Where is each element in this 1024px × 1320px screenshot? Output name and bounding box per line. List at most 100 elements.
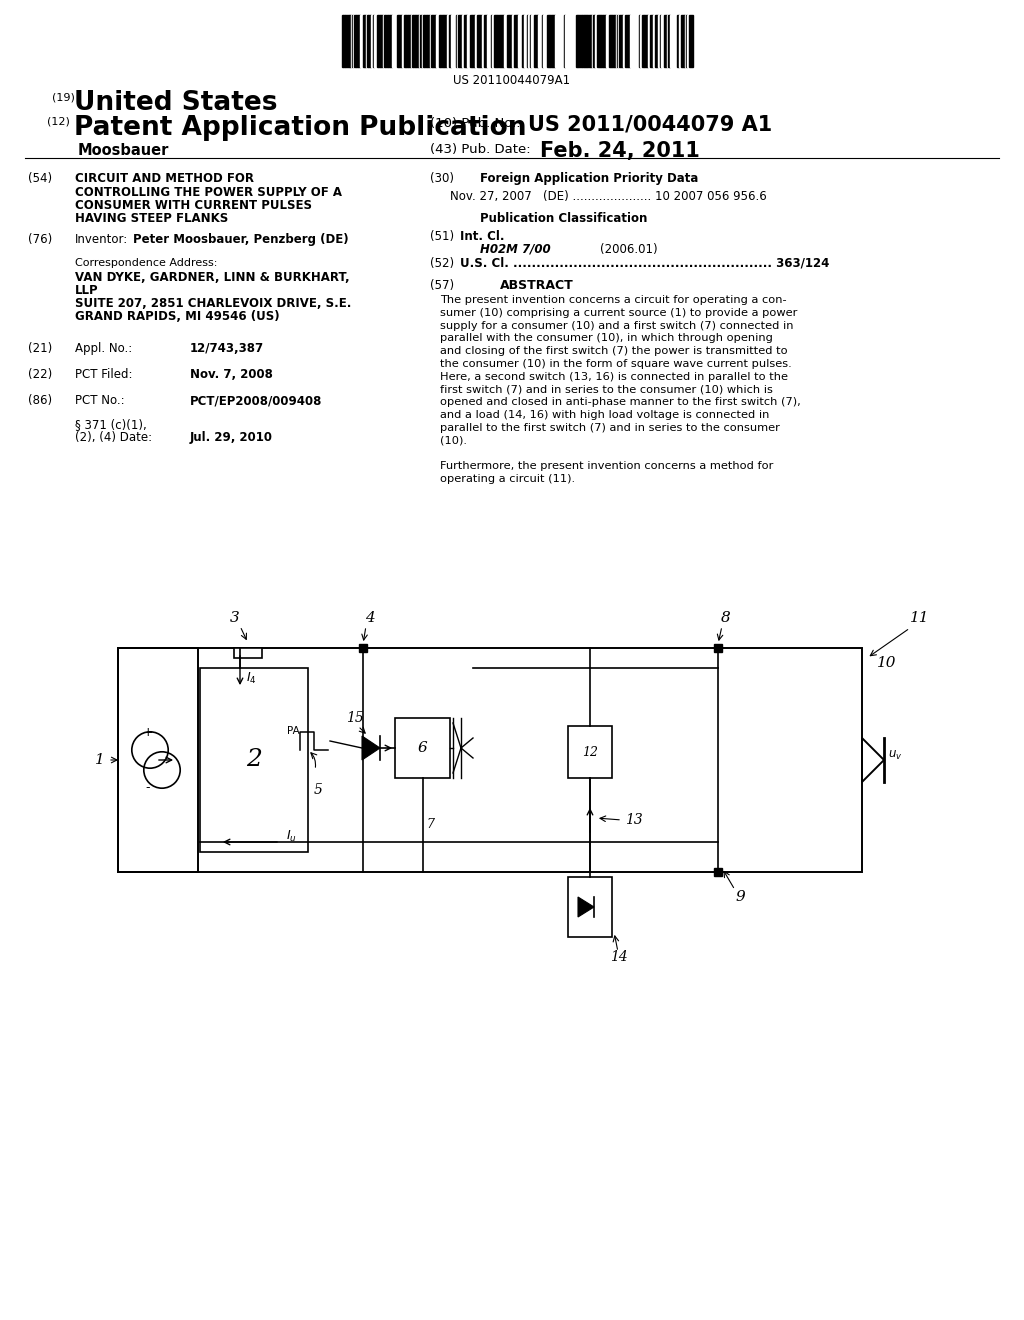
Bar — [371, 15, 373, 67]
Bar — [567, 15, 569, 67]
Text: -: - — [145, 781, 151, 795]
Bar — [505, 15, 507, 67]
Text: (21): (21) — [28, 342, 52, 355]
Bar — [681, 15, 684, 67]
Text: HAVING STEEP FLANKS: HAVING STEEP FLANKS — [75, 213, 228, 226]
Bar — [487, 15, 490, 67]
Bar — [637, 15, 639, 67]
Bar — [618, 15, 622, 67]
Text: 14: 14 — [610, 950, 628, 964]
Text: $I_4$: $I_4$ — [246, 671, 257, 685]
Bar — [395, 718, 450, 777]
Bar — [436, 15, 439, 67]
Text: § 371 (c)(1),: § 371 (c)(1), — [75, 418, 146, 432]
Text: Int. Cl.: Int. Cl. — [460, 230, 505, 243]
Bar — [531, 15, 534, 67]
Bar — [642, 15, 644, 67]
Bar — [582, 15, 584, 67]
Text: first switch (7) and in series to the consumer (10) which is: first switch (7) and in series to the co… — [440, 384, 773, 395]
Bar — [360, 15, 362, 67]
Text: Jul. 29, 2010: Jul. 29, 2010 — [190, 432, 273, 444]
Bar — [677, 15, 679, 67]
Bar — [656, 15, 658, 67]
Bar — [477, 15, 479, 67]
Text: 11: 11 — [910, 611, 930, 624]
Text: 4: 4 — [366, 611, 375, 624]
Bar — [200, 668, 308, 851]
Text: 12/743,387: 12/743,387 — [190, 342, 264, 355]
Bar — [664, 15, 667, 67]
Bar — [451, 15, 455, 67]
Bar — [635, 15, 637, 67]
Bar — [358, 15, 360, 67]
Bar — [390, 15, 392, 67]
Bar — [354, 15, 356, 67]
Text: $u_v$: $u_v$ — [888, 748, 902, 762]
Text: (86): (86) — [28, 393, 52, 407]
Bar — [553, 15, 555, 67]
Bar — [392, 15, 395, 67]
Text: CIRCUIT AND METHOD FOR: CIRCUIT AND METHOD FOR — [75, 172, 254, 185]
Bar — [497, 15, 500, 67]
Text: Correspondence Address:: Correspondence Address: — [75, 257, 217, 268]
Text: Nov. 27, 2007   (DE) ..................... 10 2007 056 956.6: Nov. 27, 2007 (DE) .....................… — [450, 190, 767, 203]
Text: VAN DYKE, GARDNER, LINN & BURKHART,: VAN DYKE, GARDNER, LINN & BURKHART, — [75, 271, 349, 284]
Bar — [343, 15, 345, 67]
Text: 9: 9 — [735, 890, 744, 904]
Text: sumer (10) comprising a current source (1) to provide a power: sumer (10) comprising a current source (… — [440, 308, 798, 318]
Bar — [470, 15, 472, 67]
Text: 2: 2 — [246, 748, 262, 771]
Text: parallel with the consumer (10), in which through opening: parallel with the consumer (10), in whic… — [440, 334, 773, 343]
Bar — [472, 15, 474, 67]
Text: US 20110044079A1: US 20110044079A1 — [454, 74, 570, 87]
Bar — [550, 15, 552, 67]
Bar — [480, 15, 482, 67]
Bar — [603, 15, 605, 67]
Bar — [597, 15, 599, 67]
Bar — [633, 15, 635, 67]
Text: Inventor:: Inventor: — [75, 234, 128, 246]
Bar — [612, 15, 614, 67]
Bar — [462, 15, 464, 67]
Text: (10).: (10). — [440, 436, 467, 446]
Text: PCT No.:: PCT No.: — [75, 393, 125, 407]
Text: the consumer (10) in the form of square wave current pulses.: the consumer (10) in the form of square … — [440, 359, 792, 370]
Bar — [543, 15, 547, 67]
Text: 6: 6 — [418, 741, 427, 755]
Text: Patent Application Publication: Patent Application Publication — [74, 115, 526, 141]
Text: H02M 7/00: H02M 7/00 — [480, 243, 551, 256]
Bar — [519, 15, 522, 67]
Text: CONSUMER WITH CURRENT PULSES: CONSUMER WITH CURRENT PULSES — [75, 199, 312, 213]
Bar — [714, 869, 722, 876]
Text: (57): (57) — [430, 279, 454, 292]
Bar — [628, 15, 630, 67]
Text: ABSTRACT: ABSTRACT — [500, 279, 573, 292]
Bar — [573, 15, 575, 67]
Text: (12): (12) — [47, 117, 70, 127]
Text: (2006.01): (2006.01) — [600, 243, 657, 256]
Bar — [416, 15, 418, 67]
Bar — [658, 15, 660, 67]
Text: (10) Pub. No.:: (10) Pub. No.: — [430, 117, 520, 129]
Text: Feb. 24, 2011: Feb. 24, 2011 — [540, 141, 699, 161]
Text: 10: 10 — [877, 656, 896, 671]
Text: and closing of the first switch (7) the power is transmitted to: and closing of the first switch (7) the … — [440, 346, 787, 356]
Text: 12: 12 — [582, 746, 598, 759]
Text: 13: 13 — [625, 813, 643, 828]
Bar — [440, 15, 443, 67]
Text: and a load (14, 16) with high load voltage is connected in: and a load (14, 16) with high load volta… — [440, 411, 769, 420]
Text: (54): (54) — [28, 172, 52, 185]
Bar — [538, 15, 542, 67]
Bar — [399, 15, 401, 67]
Bar — [587, 15, 590, 67]
Bar — [640, 15, 642, 67]
Text: Moosbauer: Moosbauer — [78, 143, 169, 158]
Bar — [378, 15, 380, 67]
Polygon shape — [362, 737, 380, 760]
Text: (19): (19) — [52, 92, 75, 102]
Text: supply for a consumer (10) and a first switch (7) connected in: supply for a consumer (10) and a first s… — [440, 321, 794, 330]
Text: United States: United States — [74, 90, 278, 116]
Bar — [547, 15, 549, 67]
Bar — [427, 15, 430, 67]
Text: Foreign Application Priority Data: Foreign Application Priority Data — [480, 172, 698, 185]
